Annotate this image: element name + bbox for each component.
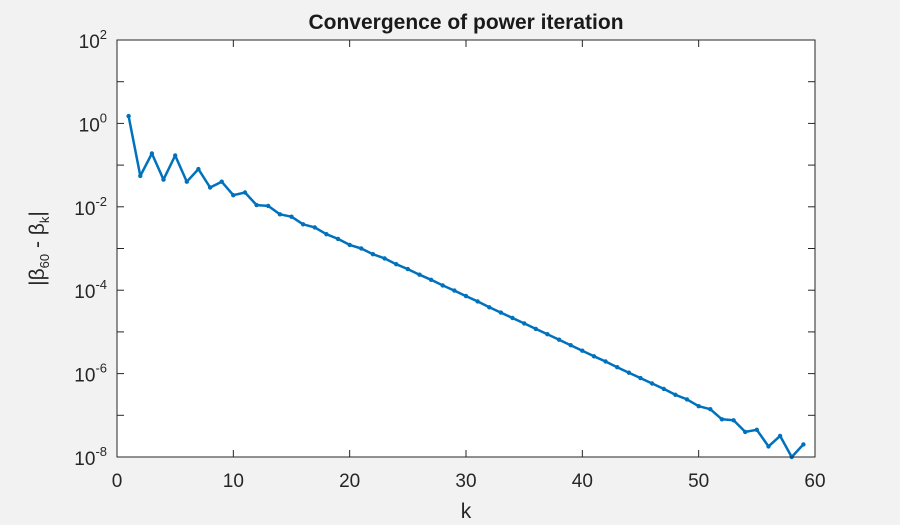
data-point [300,222,306,227]
y-label-suffix: | [26,211,49,216]
data-point [743,429,748,435]
data-point [498,310,504,315]
data-point [219,179,224,184]
y-tick-base: 10 [74,199,95,220]
data-point [719,417,725,422]
data-point [545,332,550,337]
data-point [684,397,690,402]
y-tick-exponent: -4 [95,277,107,292]
y-label-sub-60: 60 [37,254,52,268]
data-point [138,173,143,179]
data-point [196,166,201,172]
y-tick-base: 10 [79,32,100,53]
data-point [673,392,678,397]
data-point [463,293,469,299]
x-tick-label: 40 [572,471,593,492]
y-tick-exponent: -2 [95,194,107,209]
data-point [777,433,783,439]
y-tick-label: 100 [79,110,107,136]
data-point [359,246,364,251]
data-point [568,343,573,348]
x-tick-label: 0 [112,471,123,492]
y-tick-exponent: -8 [95,444,107,459]
data-point [312,225,317,230]
data-point [603,359,608,364]
data-point [731,418,736,423]
data-point [626,370,632,375]
y-label-middle: - β [26,223,49,254]
data-point [324,232,329,237]
y-tick-label: 10-8 [74,444,107,470]
x-tick-label: 10 [223,471,244,492]
data-point [510,315,515,321]
data-point [161,177,166,182]
data-point [277,212,283,217]
data-point [254,202,259,208]
data-point [394,262,399,267]
data-point [533,326,538,332]
data-point [440,283,445,288]
data-point [708,407,713,412]
series-markers [126,113,806,460]
axes-background [117,40,815,457]
data-point [173,153,178,158]
data-point [405,266,410,272]
x-tick-label: 20 [339,471,360,492]
data-point [591,354,597,359]
y-tick-exponent: 0 [100,110,107,125]
data-point [149,151,155,156]
y-axis-label: |β60 - βk| [26,211,52,286]
x-tick-labels: 0 10 20 30 40 50 60 [112,471,826,492]
data-point [475,299,480,304]
x-tick-label: 50 [688,471,709,492]
data-point [266,203,271,209]
data-point [242,190,248,195]
data-point [347,242,352,248]
y-tick-base: 10 [74,449,95,470]
data-point [289,214,294,219]
data-point [638,375,643,381]
y-tick-label: 102 [79,27,107,53]
data-point [417,272,422,277]
data-point [428,277,434,282]
y-tick-base: 10 [74,366,95,387]
data-point [615,365,620,370]
data-point [370,252,376,257]
y-tick-label: 10-6 [74,361,107,387]
x-axis-label: k [461,500,472,523]
data-point [649,381,655,386]
data-point [522,321,527,326]
y-tick-exponent: -6 [95,361,107,376]
data-point [580,348,585,353]
y-tick-exponent: 2 [100,27,107,42]
data-point [207,185,213,190]
y-label-sub-k: k [37,216,52,223]
axes-box [116,39,816,458]
data-point [335,236,341,242]
data-point [382,256,387,261]
data-point [696,404,701,409]
data-point [556,337,562,342]
chart-title: Convergence of power iteration [308,11,623,34]
y-tick-label: 10-4 [74,277,107,303]
data-point [766,444,771,449]
data-point [754,427,759,432]
data-point [487,305,492,310]
y-tick-label: 10-2 [74,194,107,220]
data-point [184,179,189,184]
data-point [661,386,666,392]
y-label-prefix: |β [26,268,49,286]
x-tick-label: 60 [804,471,825,492]
data-point [452,288,457,293]
y-tick-base: 10 [74,282,95,303]
y-tick-base: 10 [79,115,100,136]
data-point [801,442,806,447]
x-tick-label: 30 [455,471,476,492]
data-point [126,113,131,119]
data-point [231,193,236,198]
